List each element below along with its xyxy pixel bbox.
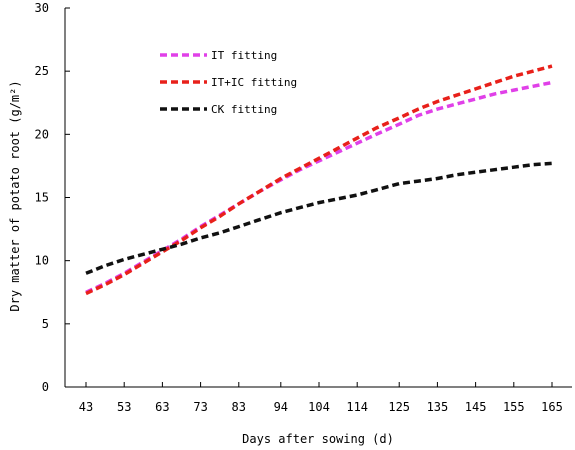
x-tick-label: 104 — [308, 400, 330, 414]
x-axis-title: Days after sowing (d) — [242, 432, 394, 446]
series-line-it-fitting — [85, 80, 553, 294]
x-tick-label: 145 — [465, 400, 487, 414]
y-tick-label: 30 — [35, 1, 49, 15]
x-tick-label: 43 — [79, 400, 93, 414]
series-line-ck-fitting — [85, 161, 553, 275]
y-axis-title: Dry matter of potato root (g/m²) — [8, 80, 22, 311]
y-tick-label: 10 — [35, 254, 49, 268]
series-lines — [85, 64, 553, 296]
legend-label: CK fitting — [211, 103, 277, 116]
x-tick-label: 83 — [232, 400, 246, 414]
series-line-it-ic-fitting — [85, 64, 553, 296]
y-axis-ticks: 0 5 10 15 20 25 30 — [35, 1, 70, 394]
y-tick-label: 20 — [35, 127, 49, 141]
x-tick-label: 63 — [155, 400, 169, 414]
x-tick-label: 155 — [503, 400, 525, 414]
y-tick-label: 25 — [35, 64, 49, 78]
x-tick-label: 135 — [427, 400, 449, 414]
y-tick-label: 5 — [42, 317, 49, 331]
x-tick-label: 53 — [117, 400, 131, 414]
legend-label: IT fitting — [211, 49, 277, 62]
x-tick-label: 94 — [274, 400, 288, 414]
x-axis-ticks: 43 53 63 73 83 94 104 114 125 135 145 155 165 — [79, 382, 563, 414]
x-tick-label: 165 — [541, 400, 563, 414]
legend-label: IT+IC fitting — [211, 76, 297, 89]
x-tick-label: 125 — [388, 400, 410, 414]
y-tick-label: 15 — [35, 191, 49, 205]
legend: IT fitting IT+IC fitting CK fitting — [160, 49, 297, 116]
y-tick-label: 0 — [42, 380, 49, 394]
x-tick-label: 114 — [346, 400, 368, 414]
x-tick-label: 73 — [193, 400, 207, 414]
